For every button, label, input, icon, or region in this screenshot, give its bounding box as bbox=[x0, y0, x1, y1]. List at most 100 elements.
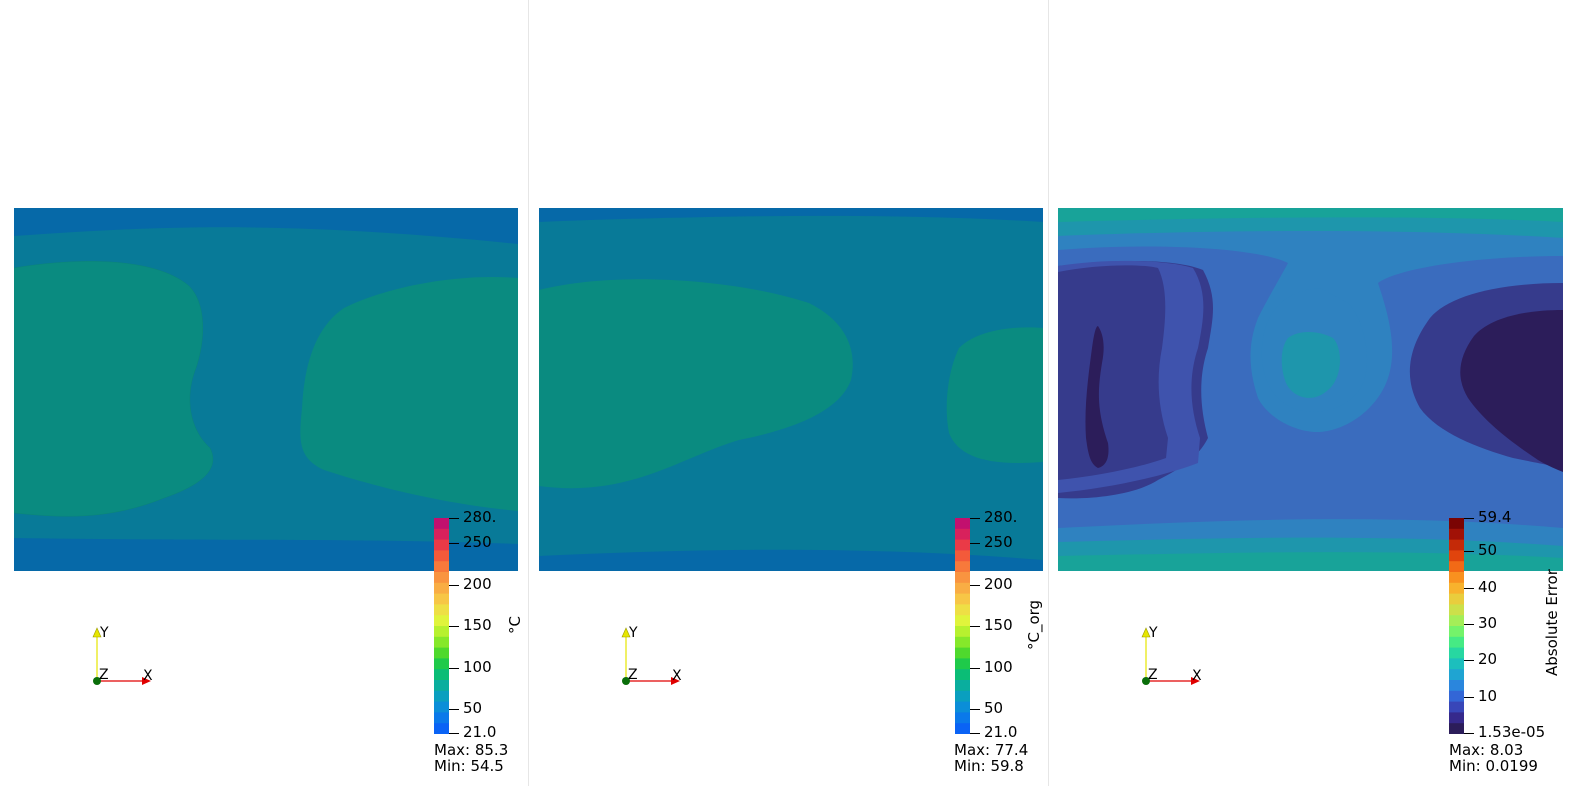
colorbar-step bbox=[955, 712, 970, 724]
colorbar-step bbox=[955, 658, 970, 670]
orientation-axes: Y Z X bbox=[1137, 624, 1207, 688]
colorbar-step bbox=[434, 647, 449, 659]
colorbar-step bbox=[955, 636, 970, 649]
colorbar-step bbox=[434, 701, 449, 713]
colorbar-step bbox=[1449, 626, 1464, 638]
colorbar-tick-label: 200 bbox=[984, 575, 1013, 593]
colorbar-tick bbox=[970, 709, 980, 710]
colorbar-step bbox=[434, 582, 449, 595]
colorbar-gradient bbox=[1449, 518, 1464, 734]
colorbar-tick bbox=[1464, 551, 1474, 552]
colorbar-tick-label: 150 bbox=[463, 616, 492, 634]
colorbar-tick-label: 50 bbox=[463, 699, 483, 717]
max-label: Max: 85.3 bbox=[434, 741, 509, 759]
colorbar-tick bbox=[1464, 733, 1474, 734]
colorbar-step bbox=[955, 539, 970, 551]
viewport-predicted[interactable]: 280. 250 200 150 100 50 21.0 °C Max: 85.… bbox=[0, 0, 528, 786]
axis-y-label: Y bbox=[100, 625, 109, 641]
colorbar-tick-label: 250 bbox=[463, 533, 492, 551]
colorbar-tick bbox=[970, 733, 980, 734]
orientation-axes: Y Z X bbox=[88, 624, 158, 688]
colorbar-step bbox=[434, 615, 449, 627]
colorbar-tick bbox=[970, 543, 980, 544]
max-label: Max: 77.4 bbox=[954, 741, 1029, 759]
colorbar-step bbox=[1449, 723, 1464, 734]
colorbar-step bbox=[955, 561, 970, 573]
error-contour-plot bbox=[1058, 208, 1563, 571]
colorbar-tick-label: 50 bbox=[1478, 541, 1498, 559]
colorbar-step bbox=[434, 561, 449, 573]
colorbar-step bbox=[955, 518, 970, 530]
min-label: Min: 59.8 bbox=[954, 757, 1024, 775]
colorbar-step bbox=[1449, 593, 1464, 605]
colorbar-step bbox=[434, 604, 449, 616]
colorbar: 59.4 50 40 30 20 10 1.53e-05 bbox=[1449, 510, 1545, 740]
colorbar-step bbox=[955, 528, 970, 541]
max-label: Max: 8.03 bbox=[1449, 741, 1524, 759]
colorbar-step bbox=[1449, 539, 1464, 551]
colorbar-tick bbox=[1464, 660, 1474, 661]
colorbar-tick bbox=[970, 626, 980, 627]
colorbar-tick-label: 100 bbox=[463, 658, 492, 676]
colorbar-tick-label: 150 bbox=[984, 616, 1013, 634]
colorbar-step bbox=[955, 647, 970, 659]
colorbar-tick bbox=[449, 518, 459, 519]
axis-y-label: Y bbox=[629, 625, 638, 641]
viewport-absolute-error[interactable]: 59.4 50 40 30 20 10 1.53e-05 Absolute Er… bbox=[1049, 0, 1582, 786]
colorbar-step bbox=[1449, 690, 1464, 703]
colorbar-step bbox=[1449, 528, 1464, 541]
colorbar-step bbox=[434, 539, 449, 551]
colorbar-step bbox=[1449, 615, 1464, 627]
colorbar-tick-label: 40 bbox=[1478, 578, 1498, 596]
colorbar-tick bbox=[449, 585, 459, 586]
colorbar-step bbox=[434, 712, 449, 724]
colorbar-step bbox=[434, 593, 449, 605]
colorbar-step bbox=[434, 658, 449, 670]
colorbar-tick bbox=[449, 543, 459, 544]
colorbar-step bbox=[1449, 647, 1464, 659]
colorbar-title: Absolute Error bbox=[1543, 569, 1561, 676]
colorbar-step bbox=[1449, 680, 1464, 692]
colorbar-step bbox=[955, 604, 970, 616]
colorbar-title: °C bbox=[506, 616, 524, 634]
colorbar-step bbox=[955, 701, 970, 713]
colorbar-step bbox=[955, 572, 970, 584]
colorbar-tick-label: 280. bbox=[463, 508, 497, 526]
colorbar-step bbox=[1449, 658, 1464, 670]
colorbar-step bbox=[434, 550, 449, 562]
colorbar-tick-label: 59.4 bbox=[1478, 508, 1512, 526]
colorbar-step bbox=[1449, 636, 1464, 649]
colorbar-tick-label: 10 bbox=[1478, 687, 1498, 705]
min-label: Min: 54.5 bbox=[434, 757, 504, 775]
colorbar-step bbox=[1449, 572, 1464, 584]
temperature-contour-plot bbox=[539, 208, 1043, 571]
colorbar-tick bbox=[970, 518, 980, 519]
colorbar: 280. 250 200 150 100 50 21.0 bbox=[955, 510, 1017, 740]
colorbar-tick-label: 20 bbox=[1478, 650, 1498, 668]
axis-z-label: Z bbox=[99, 667, 109, 683]
colorbar-tick bbox=[449, 626, 459, 627]
colorbar-step bbox=[434, 626, 449, 638]
colorbar-step bbox=[955, 680, 970, 692]
colorbar-tick bbox=[1464, 518, 1474, 519]
colorbar-title: °C_org bbox=[1025, 599, 1043, 650]
colorbar-tick-label: 30 bbox=[1478, 614, 1498, 632]
colorbar-tick-label: 50 bbox=[984, 699, 1004, 717]
colorbar-step bbox=[1449, 561, 1464, 573]
colorbar-step bbox=[434, 636, 449, 649]
colorbar-tick-label: 250 bbox=[984, 533, 1013, 551]
colorbar-tick bbox=[970, 668, 980, 669]
colorbar-step bbox=[955, 669, 970, 681]
colorbar-step bbox=[955, 582, 970, 595]
axis-x-label: X bbox=[143, 668, 153, 684]
min-label: Min: 0.0199 bbox=[1449, 757, 1538, 775]
colorbar-step bbox=[955, 550, 970, 562]
colorbar-tick-label: 100 bbox=[984, 658, 1013, 676]
axis-x-label: X bbox=[1192, 668, 1202, 684]
colorbar-tick-label: 280. bbox=[984, 508, 1018, 526]
colorbar-step bbox=[1449, 669, 1464, 681]
colorbar-tick bbox=[1464, 624, 1474, 625]
colorbar-step bbox=[1449, 701, 1464, 713]
viewport-original[interactable]: 280. 250 200 150 100 50 21.0 °C_org Max:… bbox=[529, 0, 1048, 786]
colorbar-step bbox=[1449, 550, 1464, 562]
